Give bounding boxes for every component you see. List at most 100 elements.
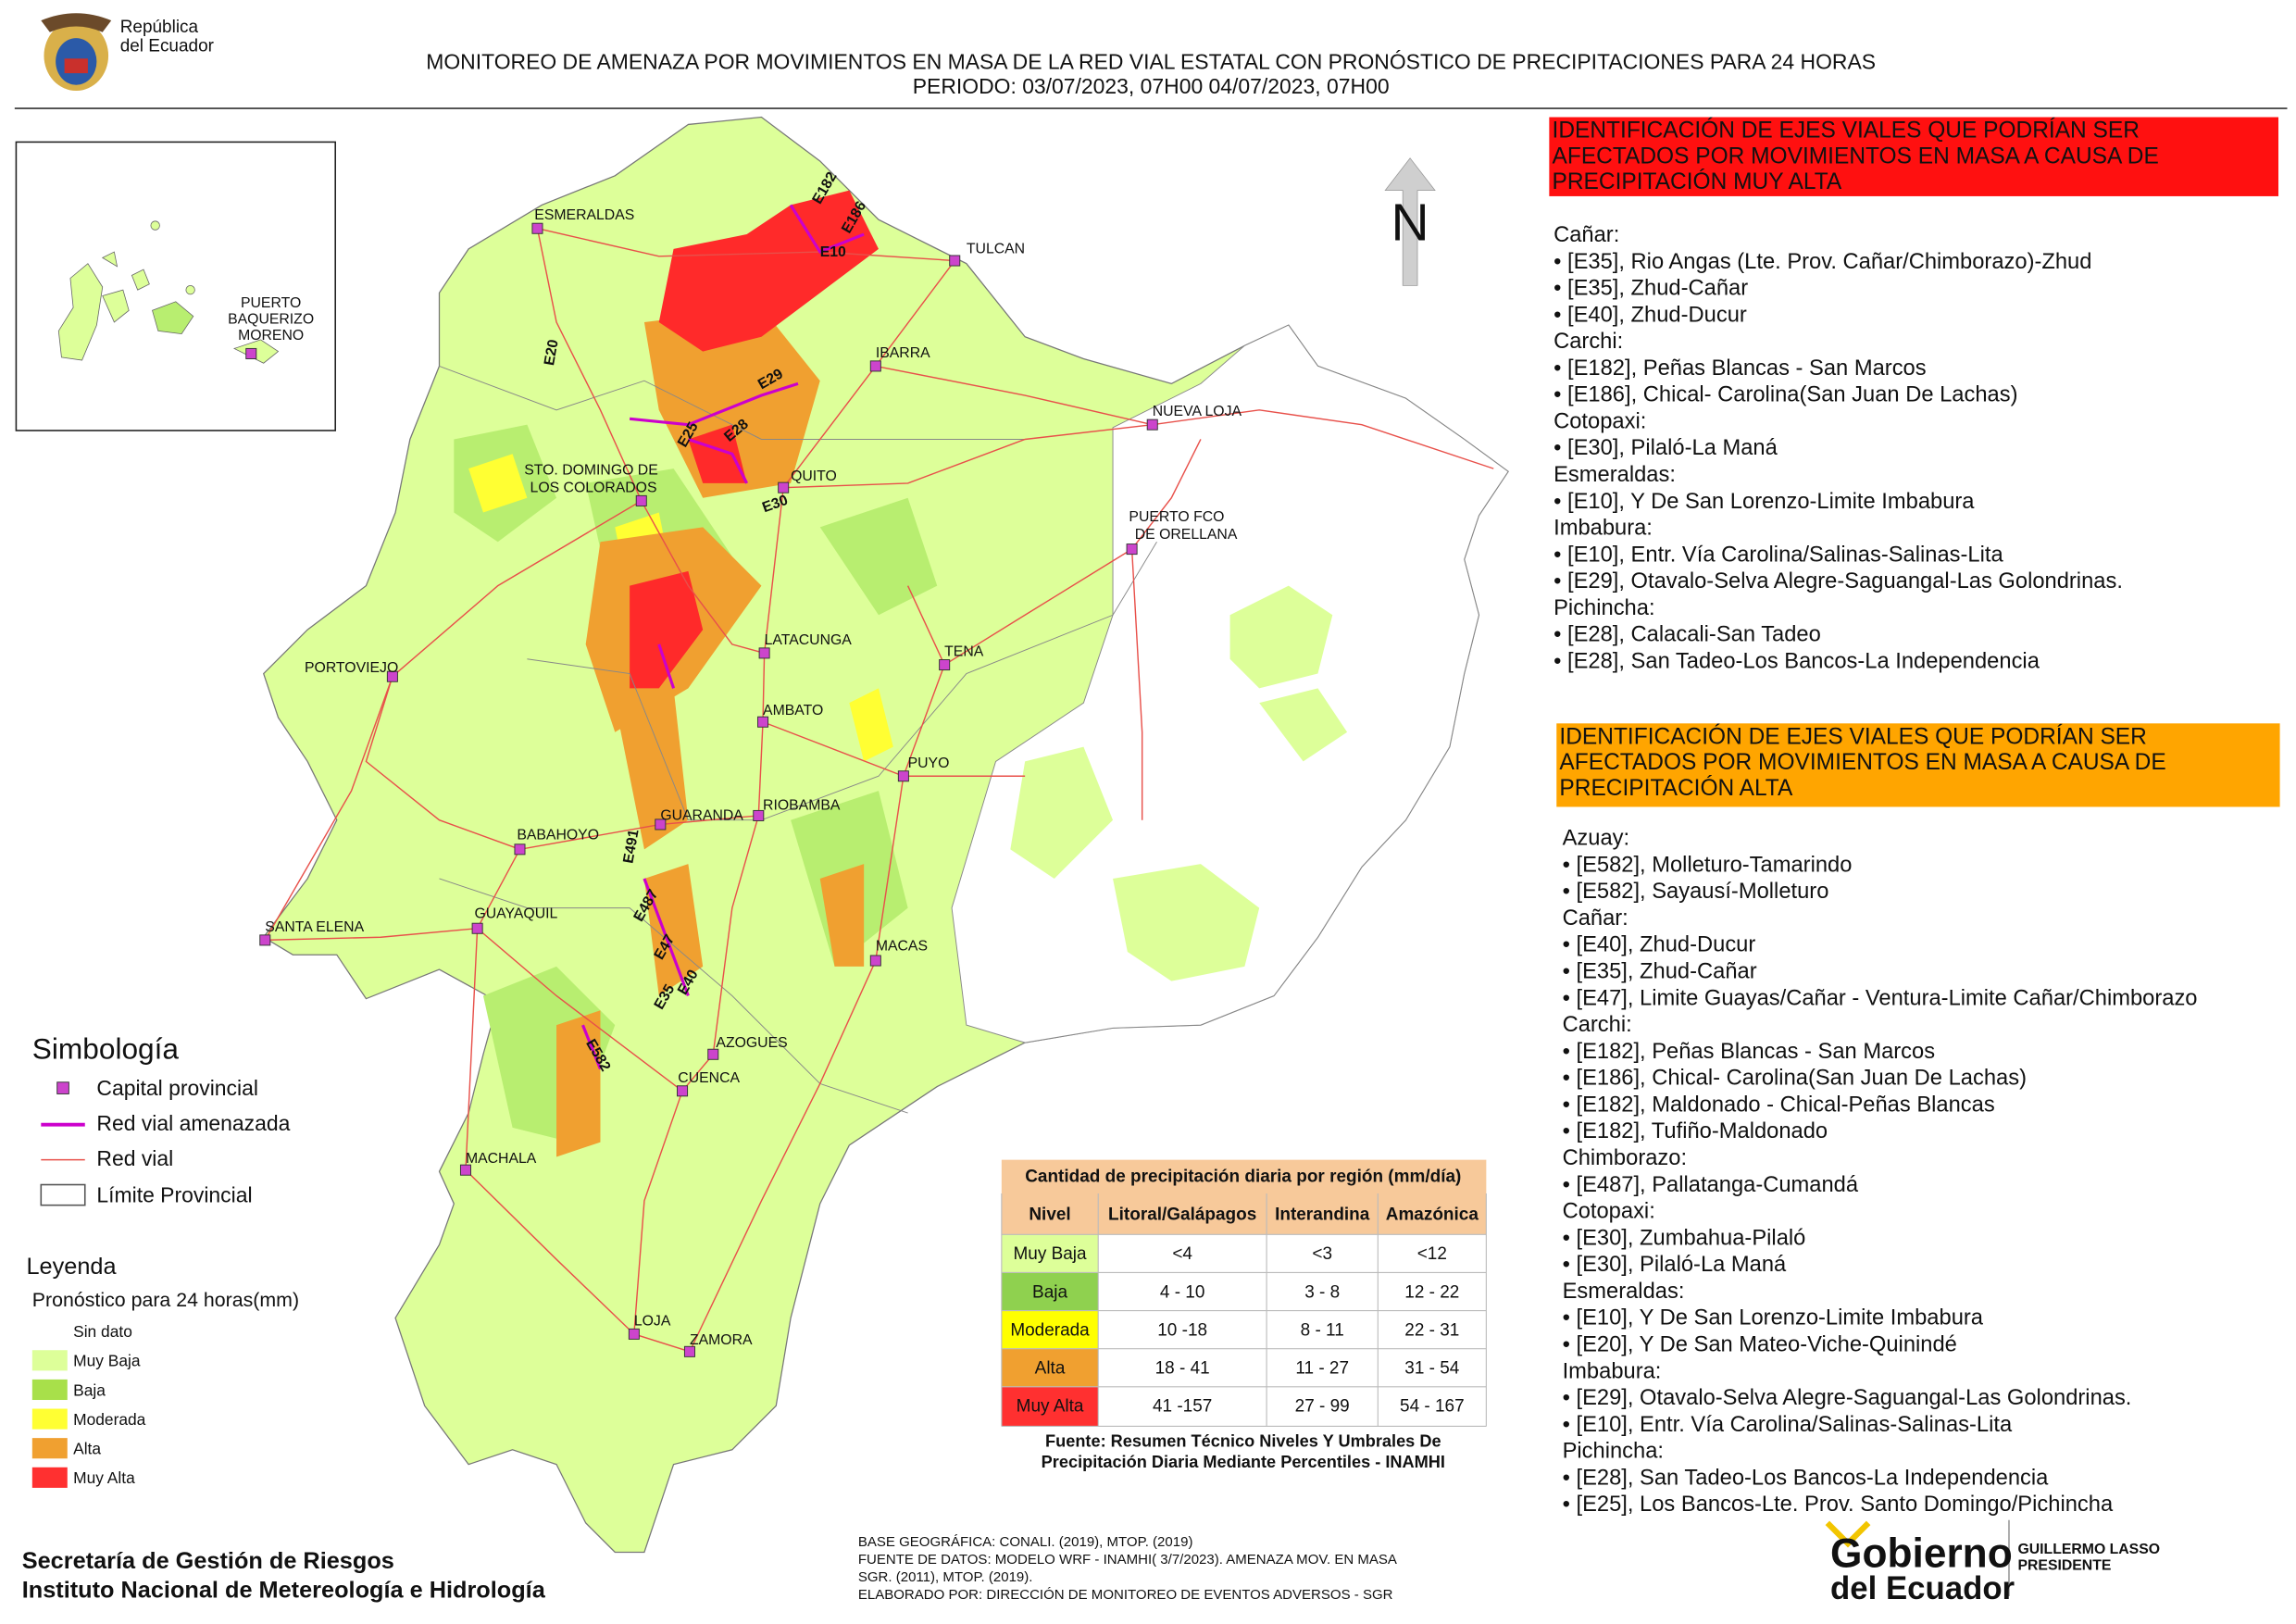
province: Cañar: <box>1563 906 1628 931</box>
mainland-map-shape <box>849 688 893 762</box>
capital-marker <box>869 360 881 372</box>
road-label: E491 <box>620 828 642 864</box>
city-label: PUERTO FCO <box>1129 509 1224 525</box>
capital-marker <box>949 255 961 267</box>
table-cell: Alta <box>1035 1359 1066 1379</box>
mainland-map-shape <box>643 864 704 996</box>
capital-marker <box>259 934 271 946</box>
level-cell <box>1001 1234 1099 1273</box>
inset-map-shape <box>185 285 195 295</box>
table-source: Fuente: Resumen Técnico Niveles Y Umbral… <box>1045 1432 1441 1451</box>
table-cell: 54 - 167 <box>1400 1397 1465 1417</box>
level-cell <box>1001 1386 1099 1427</box>
panel-heading: AFECTADOS POR MOVIMIENTOS EN MASA A CAUS… <box>1553 144 2159 169</box>
road-item: • [E47], Limite Guayas/Cañar - Ventura-L… <box>1563 986 2198 1010</box>
city-label: TULCAN <box>967 242 1025 257</box>
road-network-shape <box>465 928 683 1335</box>
province: Chimborazo: <box>1563 1146 1687 1170</box>
table-source: Precipitación Diaria Mediante Percentile… <box>1042 1453 1445 1471</box>
mainland-map-shape <box>1113 864 1260 981</box>
province: Carchi: <box>1563 1013 1632 1037</box>
province: Esmeraldas: <box>1563 1280 1685 1304</box>
inset-label: BAQUERIZO <box>228 312 314 328</box>
table-cell: Muy Alta <box>1017 1397 1084 1417</box>
legend-symbols-shape <box>31 1438 68 1459</box>
city-label: ESMERALDAS <box>534 207 634 223</box>
capital-marker <box>471 922 483 934</box>
road-item: • [E186], Chical- Carolina(San Juan De L… <box>1554 383 2017 407</box>
road-item: • [E582], Sayausí-Molleturo <box>1563 880 1829 904</box>
mainland-map-shape <box>439 365 1026 440</box>
logo-text: del Ecuador <box>120 36 214 56</box>
logo-text: República <box>120 18 199 37</box>
legend-item: Red vial amenazada <box>96 1111 290 1135</box>
road-item: • [E20], Y De San Mateo-Viche-Quinindé <box>1563 1333 1957 1357</box>
capital-marker <box>757 716 769 728</box>
city-label: GUARANDA <box>660 808 743 824</box>
road-item: • [E582], Molleturo-Tamarindo <box>1563 853 1853 877</box>
city-label: ZAMORA <box>690 1332 753 1348</box>
table-cell: 41 -157 <box>1153 1397 1212 1417</box>
city-label: AMBATO <box>763 703 823 718</box>
north-arrow <box>1384 157 1436 286</box>
level-cell <box>1001 1272 1099 1311</box>
org-name: Instituto Nacional de Metereología e Hid… <box>22 1578 546 1604</box>
table-cell: Muy Baja <box>1013 1244 1087 1264</box>
capital-marker <box>635 494 647 506</box>
panel-heading: IDENTIFICACIÓN DE EJES VIALES QUE PODRÍA… <box>1553 119 2140 144</box>
mainland-map-shape <box>468 454 528 513</box>
road-item: • [E40], Zhud-Ducur <box>1554 303 1747 327</box>
table-cell: 12 - 22 <box>1404 1282 1459 1302</box>
legend-item: Red vial <box>96 1146 173 1170</box>
province: Azuay: <box>1563 827 1630 851</box>
panel-heading: AFECTADOS POR MOVIMIENTOS EN MASA A CAUS… <box>1559 750 2165 775</box>
road-item: • [E29], Otavalo-Selva Alegre-Saguangal-… <box>1554 569 2123 593</box>
province: Esmeraldas: <box>1554 463 1676 487</box>
capital-marker <box>1126 543 1138 556</box>
province: Carchi: <box>1554 330 1623 354</box>
capital-marker <box>869 955 881 967</box>
road-network-shape <box>581 643 690 1070</box>
legend-item: Límite Provincial <box>96 1182 252 1206</box>
road-item: • [E30], Zumbahua-Pilaló <box>1563 1226 1806 1250</box>
road-network-shape <box>629 204 865 484</box>
panel-boxes-shape <box>1556 723 2280 807</box>
capital-marker <box>655 818 667 831</box>
gov-name: Gobierno <box>1830 1530 2013 1576</box>
legend-symbols-shape <box>31 1379 68 1401</box>
mainland-map-shape <box>527 541 1157 821</box>
level-cell <box>1001 1348 1099 1387</box>
mainland-map-shape <box>615 688 689 850</box>
legend-symbols-shape <box>31 1467 68 1488</box>
city-label: QUITO <box>791 468 837 484</box>
capital-marker <box>778 481 790 493</box>
table-header: Amazónica <box>1386 1205 1479 1224</box>
level-cell <box>1001 1310 1099 1349</box>
table-title: Cantidad de precipitación diaria por reg… <box>1025 1167 1461 1186</box>
inset-map-shape <box>150 220 160 231</box>
mainland-map-shape <box>819 864 865 967</box>
table-cell: <3 <box>1312 1244 1332 1264</box>
president: GUILLERMO LASSO <box>2017 1542 2160 1557</box>
mainland-map-shape <box>643 307 820 498</box>
panel-heading: IDENTIFICACIÓN DE EJES VIALES QUE PODRÍA… <box>1559 724 2146 749</box>
city-label: RIOBAMBA <box>763 798 841 814</box>
road-item: • [E35], Rio Angas (Lte. Prov. Cañar/Chi… <box>1554 250 2091 274</box>
header-decor-shape <box>64 58 88 74</box>
road-item: • [E10], Y De San Lorenzo-Limite Imbabur… <box>1554 490 1975 514</box>
mainland-map-shape <box>688 424 747 483</box>
road-item: • [E487], Pallatanga-Cumandá <box>1563 1173 1859 1197</box>
inset-map-shape <box>102 289 130 323</box>
legend-item: Capital provincial <box>96 1076 258 1100</box>
legend-item: Moderada <box>73 1410 146 1429</box>
credit-line: ELABORADO POR: DIRECCIÓN DE MONITOREO DE… <box>858 1587 1393 1603</box>
capital-marker <box>939 659 951 671</box>
road-item: • [E30], Pilaló-La Maná <box>1563 1253 1787 1277</box>
table-header: Litoral/Galápagos <box>1108 1205 1256 1224</box>
capital-marker <box>531 222 543 234</box>
mainland-map-shape <box>556 1010 601 1157</box>
legend-item: Muy Baja <box>73 1352 141 1370</box>
capital-marker <box>707 1048 719 1060</box>
province: Pichincha: <box>1563 1440 1664 1464</box>
legend-symbols <box>31 1081 86 1488</box>
